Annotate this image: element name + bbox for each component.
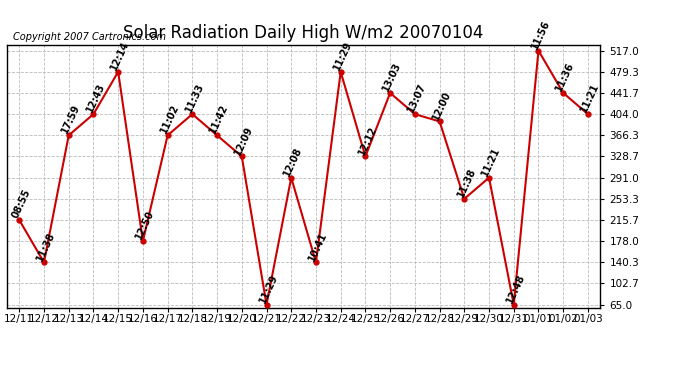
Text: 11:56: 11:56 [529,18,551,51]
Text: 13:03: 13:03 [381,61,403,93]
Text: 17:59: 17:59 [59,103,82,135]
Text: 12:00: 12:00 [431,89,453,122]
Text: 11:02: 11:02 [159,103,181,135]
Text: 12:08: 12:08 [282,145,304,178]
Text: 13:07: 13:07 [406,82,428,114]
Text: 12:43: 12:43 [84,82,106,114]
Text: 11:21: 11:21 [480,146,502,178]
Text: 11:33: 11:33 [184,82,206,114]
Title: Solar Radiation Daily High W/m2 20070104: Solar Radiation Daily High W/m2 20070104 [124,24,484,42]
Text: 12:09: 12:09 [233,124,255,156]
Text: Copyright 2007 Cartronics.com: Copyright 2007 Cartronics.com [13,32,166,42]
Text: 11:38: 11:38 [35,230,57,262]
Text: 10:41: 10:41 [307,230,329,262]
Text: 12:14: 12:14 [109,39,131,72]
Text: 08:55: 08:55 [10,188,32,220]
Text: 11:29: 11:29 [332,39,354,72]
Text: 11:42: 11:42 [208,103,230,135]
Text: 11:21: 11:21 [579,82,601,114]
Text: 11:29: 11:29 [257,272,279,305]
Text: 11:38: 11:38 [455,166,477,199]
Text: 12:50: 12:50 [134,209,156,241]
Text: 12:12: 12:12 [356,124,379,156]
Text: 11:36: 11:36 [554,61,576,93]
Text: 12:48: 12:48 [504,272,527,305]
